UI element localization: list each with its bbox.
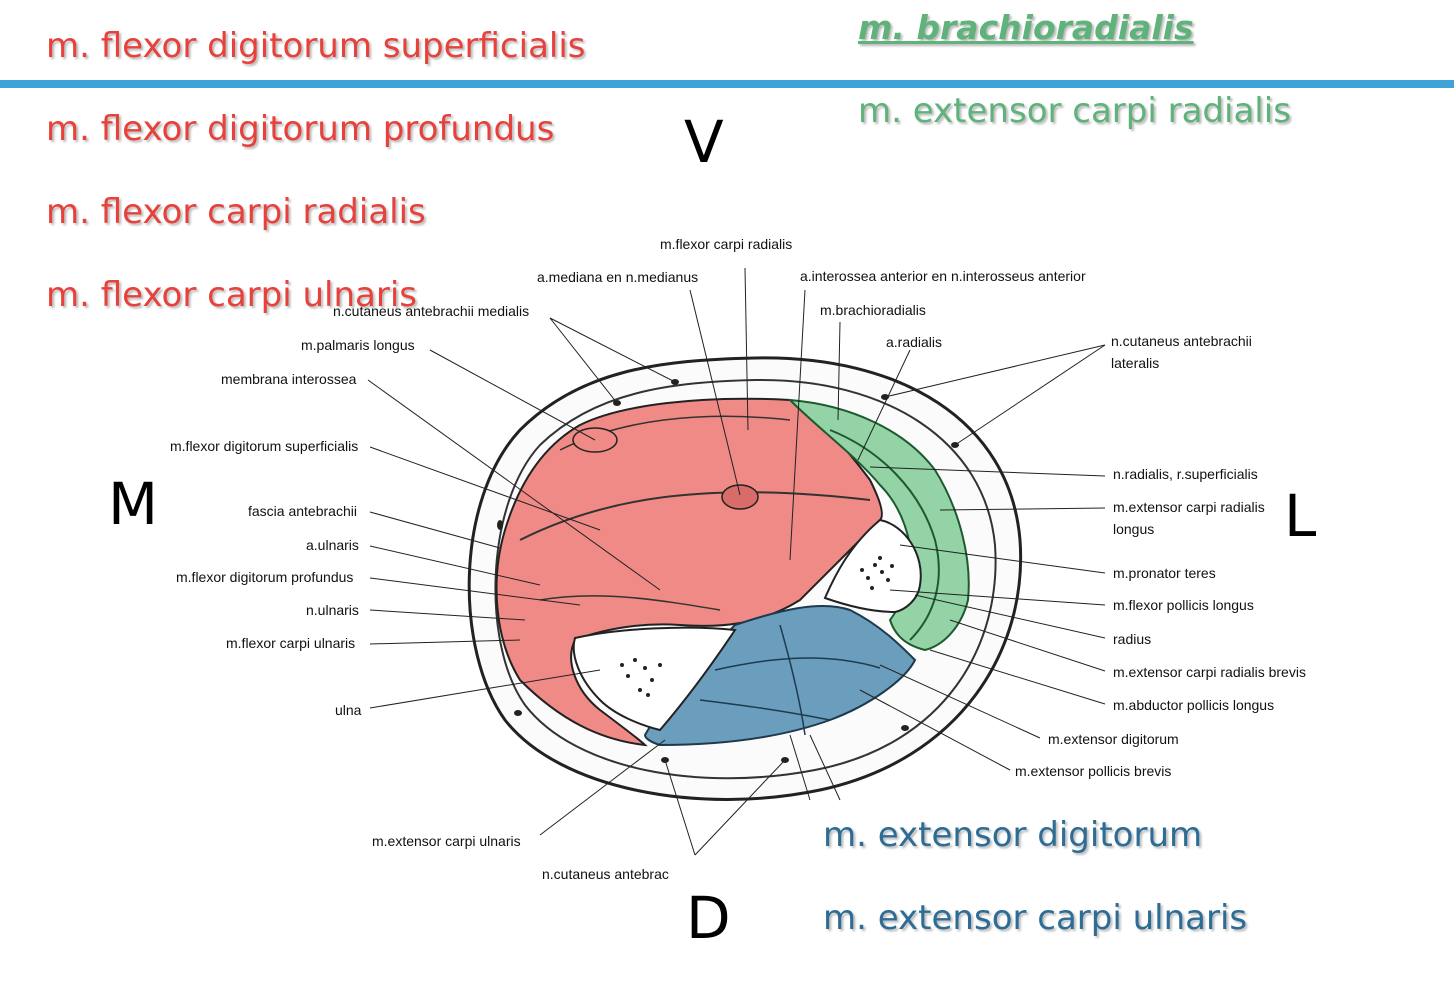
divider-line: [0, 80, 1454, 88]
label-flexor-carpi-radialis: m.flexor carpi radialis: [660, 236, 793, 252]
extensor-item-2: m. extensor carpi ulnaris: [823, 898, 1248, 938]
lateral-group-title: m. brachioradialis: [858, 8, 1194, 47]
orientation-medial: M: [108, 470, 159, 538]
orientation-dorsal: D: [686, 884, 731, 952]
lateral-inner-line: [829, 429, 940, 641]
lateral-item-1: m. extensor carpi radialis: [858, 91, 1291, 131]
label-ext-digitorum: m.extensor digitorum: [1048, 731, 1179, 747]
fascia-outline: [494, 378, 997, 780]
orientation-ventral: V: [684, 108, 724, 176]
label-brachioradialis: m.brachioradialis: [820, 302, 926, 318]
flexor-inner-line-3: [539, 595, 721, 611]
label-fascia: fascia antebrachii: [248, 503, 357, 519]
extensor-inner-line-3: [699, 699, 831, 721]
label-fd-profundus: m.flexor digitorum profundus: [176, 569, 354, 585]
label-cutaneus-lateralis-1: n.cutaneus antebrachii: [1111, 333, 1252, 349]
leader-lines: [367, 267, 1106, 856]
extensor-inner-line-2: [779, 624, 806, 736]
ulna-bone: [572, 626, 737, 732]
label-fd-superficialis: m.flexor digitorum superficialis: [170, 438, 359, 454]
orientation-lateral: L: [1284, 482, 1317, 550]
label-n-ulnaris: n.ulnaris: [306, 602, 359, 618]
flexor-item-2: m. flexor digitorum profundus: [46, 109, 555, 149]
label-pronator-teres: m.pronator teres: [1113, 565, 1216, 581]
flexor-item-4: m. flexor carpi ulnaris: [46, 275, 417, 315]
label-palmaris-longus: m.palmaris longus: [301, 337, 415, 353]
extensor-inner-line-1: [714, 657, 881, 671]
label-ulna: ulna: [335, 702, 362, 718]
label-ap-longus: m.abductor pollicis longus: [1113, 697, 1275, 713]
lateral-muscles: [787, 398, 970, 652]
label-membrana-interossea: membrana interossea: [221, 371, 357, 387]
label-ecr-longus-2: longus: [1113, 521, 1155, 537]
label-a-interossea: a.interossea anterior en n.interosseus a…: [800, 268, 1086, 284]
radius-bone: [823, 518, 922, 614]
label-n-radialis: n.radialis, r.superficialis: [1113, 466, 1258, 482]
label-ec-ulnaris: m.extensor carpi ulnaris: [372, 833, 521, 849]
radius-trabecular-dots: [860, 556, 894, 590]
label-radius: radius: [1113, 631, 1152, 647]
label-ecr-longus-1: m.extensor carpi radialis: [1113, 499, 1265, 515]
flexor-item-3: m. flexor carpi radialis: [46, 192, 426, 232]
label-ep-brevis: m.extensor pollicis brevis: [1015, 763, 1172, 779]
label-a-radialis: a.radialis: [886, 334, 943, 350]
label-a-ulnaris: a.ulnaris: [306, 537, 359, 553]
label-cutaneus-lateralis-2: lateralis: [1111, 355, 1160, 371]
label-cutaneus-medialis: n.cutaneus antebrachii medialis: [333, 303, 530, 319]
extensor-item-1: m. extensor digitorum: [823, 815, 1203, 855]
label-ecr-brevis: m.extensor carpi radialis brevis: [1113, 664, 1306, 680]
flexor-item-1: m. flexor digitorum superficialis: [46, 26, 586, 66]
flexor-inner-line-1: [519, 491, 871, 541]
label-fc-ulnaris: m.flexor carpi ulnaris: [226, 635, 356, 651]
label-a-mediana: a.mediana en n.medianus: [537, 269, 699, 285]
median-nerve-oval: [721, 484, 759, 510]
ulna-trabecular-dots: [620, 658, 662, 697]
label-fp-longus: m.flexor pollicis longus: [1113, 597, 1254, 613]
label-cutaneus-posterior: n.cutaneus antebrac: [542, 866, 669, 882]
